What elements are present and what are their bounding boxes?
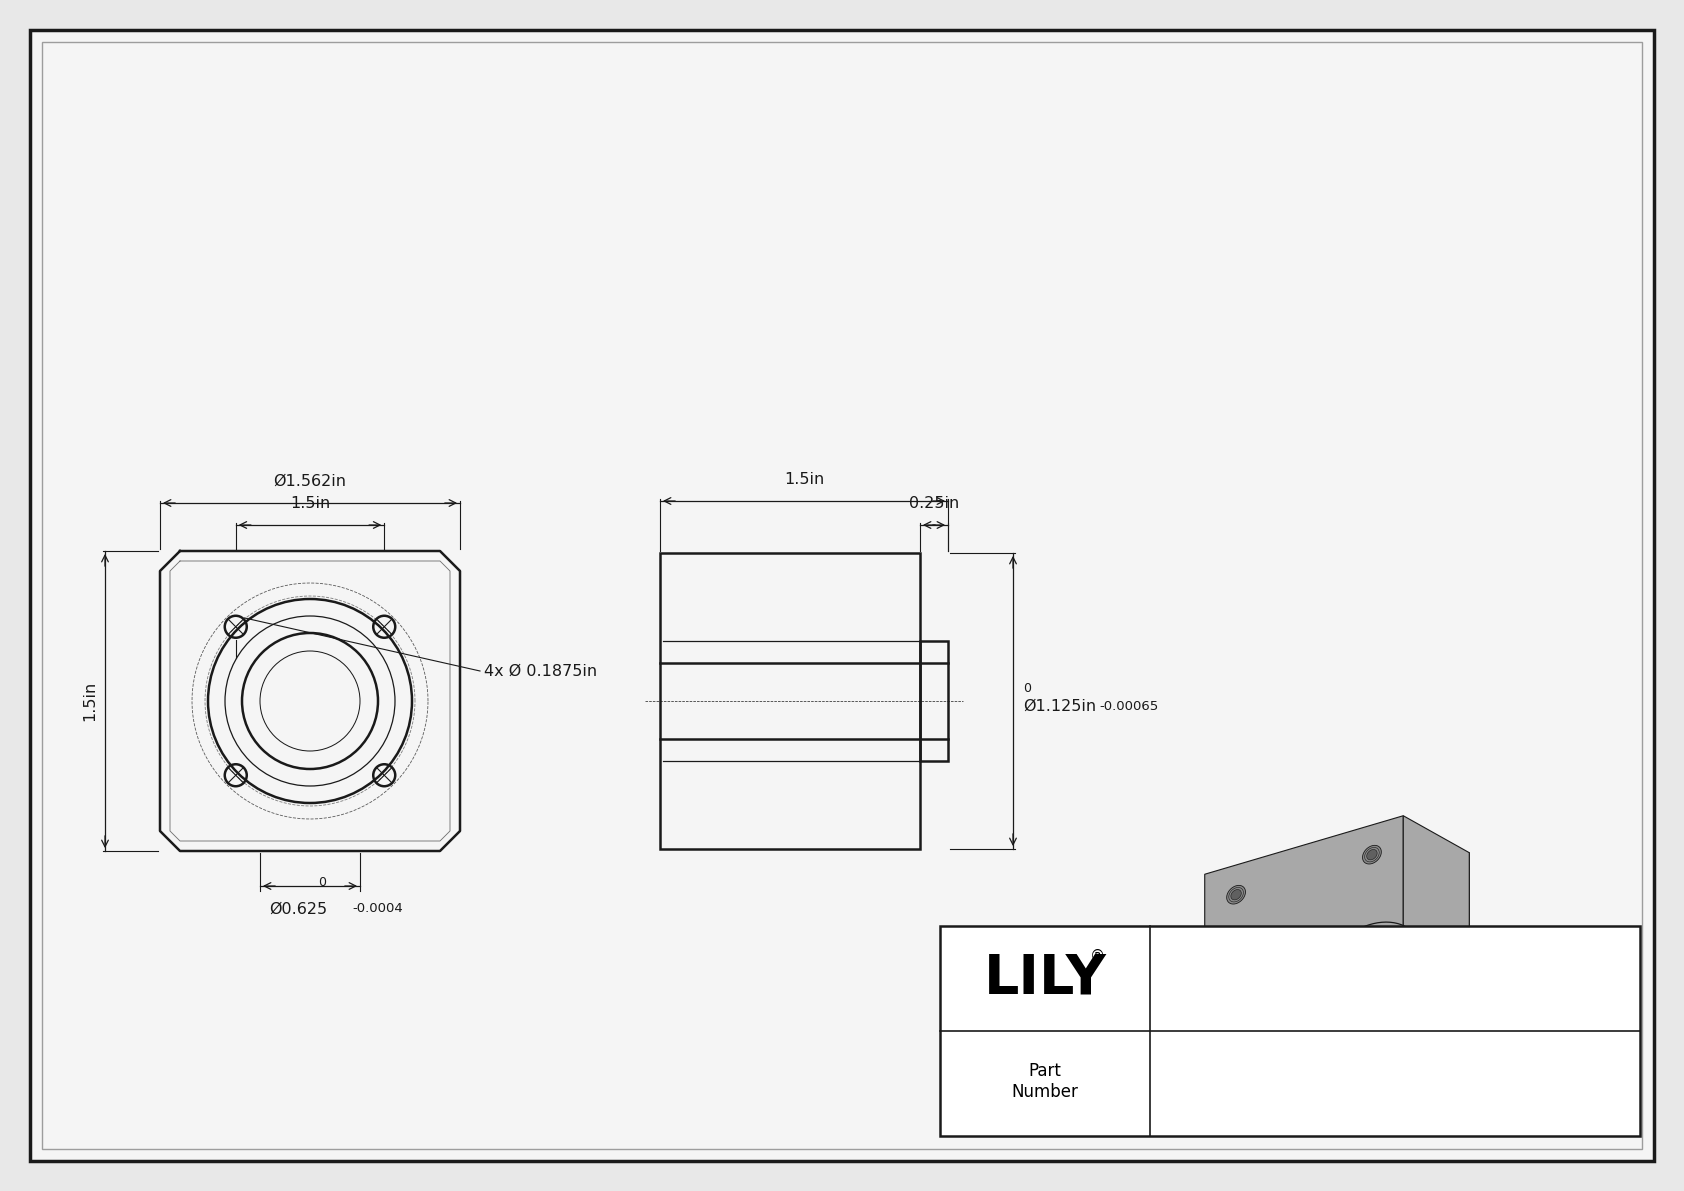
Text: 1.5in: 1.5in	[783, 472, 823, 487]
Bar	[919, 641, 948, 761]
Text: LILY: LILY	[983, 952, 1106, 1005]
Polygon shape	[1231, 1018, 1241, 1029]
Polygon shape	[1250, 923, 1425, 1030]
Text: Ø0.625: Ø0.625	[269, 902, 327, 917]
Text: Ø1.562in: Ø1.562in	[273, 474, 347, 490]
Polygon shape	[1231, 890, 1241, 900]
Polygon shape	[1226, 885, 1246, 904]
Text: Ø1.125in: Ø1.125in	[1022, 698, 1096, 713]
Text: ®: ®	[1090, 949, 1105, 964]
Polygon shape	[1351, 958, 1389, 994]
Bar	[660, 553, 919, 849]
Polygon shape	[1271, 853, 1468, 1099]
Text: 1.5in: 1.5in	[290, 495, 330, 511]
Text: Part
Number: Part Number	[1012, 1062, 1078, 1100]
Text: 0: 0	[1022, 682, 1031, 696]
Text: 0.25in: 0.25in	[909, 495, 960, 511]
Text: -0.00065: -0.00065	[1100, 699, 1159, 712]
Polygon shape	[1367, 849, 1378, 860]
Polygon shape	[1229, 1016, 1243, 1030]
Polygon shape	[1315, 922, 1425, 1030]
Bar	[940, 925, 1640, 1136]
Polygon shape	[1204, 816, 1403, 1062]
Text: 0: 0	[318, 877, 327, 888]
Polygon shape	[1362, 846, 1381, 863]
Polygon shape	[1339, 944, 1401, 1008]
Text: 1.5in: 1.5in	[83, 681, 98, 721]
Polygon shape	[1250, 885, 1425, 992]
Polygon shape	[1282, 980, 1393, 1031]
Polygon shape	[1364, 977, 1379, 991]
Polygon shape	[1315, 922, 1425, 1030]
Polygon shape	[1362, 974, 1381, 992]
Polygon shape	[1229, 887, 1243, 902]
Polygon shape	[1339, 944, 1401, 1008]
Polygon shape	[1364, 848, 1379, 862]
Polygon shape	[1351, 958, 1389, 994]
Text: -0.0004: -0.0004	[352, 902, 402, 915]
Polygon shape	[1204, 1004, 1468, 1099]
Text: 4x Ø 0.1875in: 4x Ø 0.1875in	[483, 663, 598, 679]
Polygon shape	[1403, 816, 1468, 1041]
Polygon shape	[1226, 1014, 1246, 1033]
Polygon shape	[1367, 978, 1378, 989]
